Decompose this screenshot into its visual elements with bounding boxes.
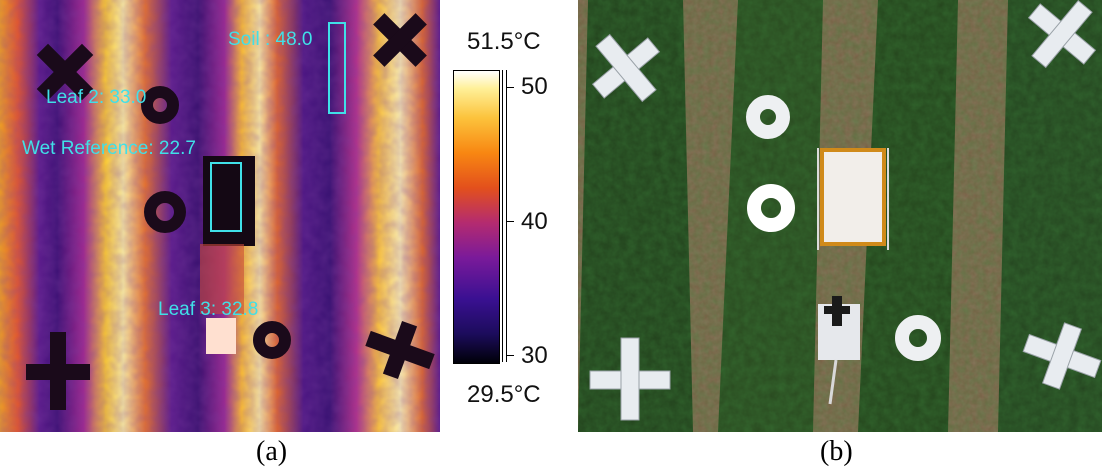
thermal-image: Soil : 48.0 Leaf 2: 33.0 Wet Reference: …: [0, 0, 440, 432]
colorbar-tick-label: 50: [521, 73, 548, 100]
thermal-scene: [0, 0, 440, 432]
rgb-aerial-photo: [578, 0, 1102, 432]
leaf3-label: Leaf 3: 32.8: [158, 299, 259, 320]
colorbar-min-label: 29.5°C: [467, 381, 541, 408]
soil-label: Soil : 48.0: [228, 29, 313, 50]
marker-rings: [141, 86, 291, 359]
colorbar-max-label: 51.5°C: [467, 28, 541, 55]
colorbar: [453, 70, 500, 364]
white-cross-markers: [589, 0, 1102, 421]
rgb-scene: [578, 0, 1102, 432]
white-ring-markers: [746, 95, 941, 361]
marker-crosses: [26, 13, 435, 410]
dry-reference-patch: [206, 318, 236, 354]
soil-roi-box: [328, 22, 346, 114]
wet-reference-roi-box: [210, 162, 242, 232]
colorbar-axis: [502, 70, 514, 362]
colorbar-tick-label: 40: [521, 208, 548, 235]
caption-a: (a): [256, 436, 288, 467]
colorbar-tick-label: 30: [521, 342, 548, 369]
caption-b: (b): [820, 436, 853, 467]
wet-reference-label: Wet Reference: 22.7: [22, 138, 196, 159]
wet-reference-panel-photo: [820, 148, 886, 246]
leaf2-label: Leaf 2: 33.0: [46, 87, 147, 108]
